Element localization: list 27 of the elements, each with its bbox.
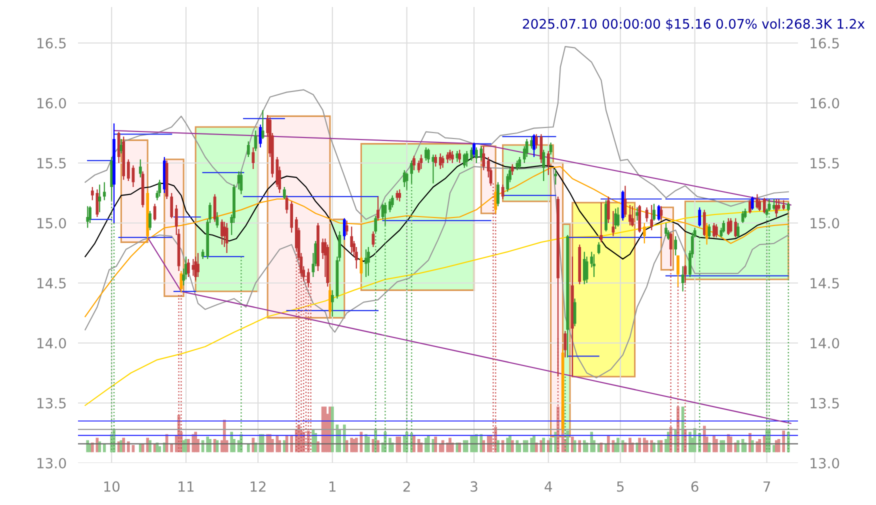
y-tick-label: 14.0 — [37, 338, 66, 348]
x-tick-label: 2 — [403, 481, 410, 492]
y-tick-label: 13.5 — [37, 398, 66, 408]
x-tick-label: 12 — [250, 481, 266, 492]
y2-tick-label: 16.0 — [810, 98, 840, 108]
y-tick-label: 14.5 — [37, 278, 66, 288]
y2-tick-label: 14.0 — [810, 338, 840, 348]
y2-tick-label: 14.5 — [810, 278, 839, 288]
x-tick-label: 6 — [691, 481, 698, 492]
y-tick-label: 16.0 — [37, 98, 66, 108]
y2-tick-label: 16.5 — [810, 38, 839, 48]
y2-tick-label: 15.5 — [810, 158, 839, 168]
y-tick-label: 15.5 — [37, 158, 66, 168]
y-tick-label: 15.0 — [37, 218, 66, 228]
y2-tick-label: 13.5 — [810, 398, 839, 408]
y-tick-label: 13.0 — [37, 458, 66, 468]
x-tick-label: 1 — [330, 481, 336, 492]
x-tick-label: 4 — [544, 481, 552, 492]
text: 2025.07.10 00:00:00 $15.16 0.07% vol:268.3K 1.2x — [522, 18, 865, 31]
x-tick-label: 11 — [178, 481, 194, 492]
y-tick-label: 16.5 — [37, 38, 66, 48]
x-tick-label: 7 — [764, 481, 770, 492]
y2-tick-label: 15.0 — [810, 218, 840, 228]
x-tick-label: 5 — [617, 481, 624, 492]
y2-tick-label: 13.0 — [810, 458, 840, 468]
x-tick-label: 3 — [470, 481, 478, 492]
x-tick-label: 10 — [104, 481, 120, 492]
